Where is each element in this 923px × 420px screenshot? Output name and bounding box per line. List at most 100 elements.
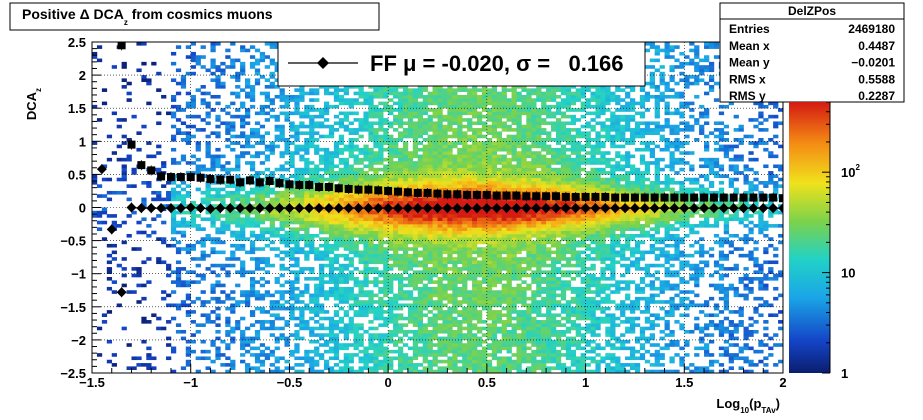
series-square-point xyxy=(779,194,787,202)
stats-row-value: 0.4487 xyxy=(858,39,895,53)
x-tick-label: −0.5 xyxy=(277,375,303,390)
series-square-point xyxy=(483,191,491,199)
series-square-point xyxy=(443,190,451,198)
series-square-point xyxy=(364,186,372,194)
stats-box-name: DelZPos xyxy=(788,4,836,18)
series-square-point xyxy=(562,193,570,201)
series-square-point xyxy=(197,174,205,182)
x-axis-label-main: Log xyxy=(716,396,740,411)
series-square-point xyxy=(256,178,264,186)
series-square-point xyxy=(335,184,343,192)
series-square-point xyxy=(325,183,333,191)
x-tick-label: 1 xyxy=(582,375,589,390)
stats-row-label: RMS y xyxy=(729,89,766,103)
series-square-point xyxy=(374,186,382,194)
stats-row-value: 0.5588 xyxy=(858,72,895,86)
series-square-point xyxy=(226,176,234,184)
y-tick-label: −1 xyxy=(71,267,86,282)
title-box: Positive Δ DCAz from cosmics muons xyxy=(10,3,379,30)
title-rest: from cosmics muons xyxy=(128,6,273,22)
series-square-point xyxy=(473,191,481,199)
series-square-point xyxy=(463,191,471,199)
series-square-point xyxy=(582,193,590,201)
series-square-point xyxy=(266,177,274,185)
y-tick-label: −2 xyxy=(71,333,86,348)
series-square-point xyxy=(591,193,599,201)
series-square-point xyxy=(305,181,313,189)
series-square-point xyxy=(493,192,501,200)
series-square-point xyxy=(157,172,165,180)
series-square-point xyxy=(641,194,649,202)
series-square-point xyxy=(700,194,708,202)
y-axis-label-main: DCA xyxy=(24,91,39,120)
series-square-point xyxy=(355,186,363,194)
series-square-point xyxy=(680,194,688,202)
series-square-point xyxy=(552,192,560,200)
series-square-point xyxy=(512,192,520,200)
series-square-point xyxy=(345,185,353,193)
stats-box: DelZPos Entries 2469180 Mean x 0.4487 Mean y… xyxy=(720,3,904,103)
series-square-point xyxy=(236,178,244,186)
x-tick-label: 2 xyxy=(779,375,786,390)
x-tick-label: 1.5 xyxy=(675,375,693,390)
series-square-point xyxy=(572,193,580,201)
series-square-point xyxy=(404,188,412,196)
series-square-point xyxy=(759,194,767,202)
series-square-point xyxy=(167,173,175,181)
series-square-point xyxy=(532,192,540,200)
stats-row-label: Entries xyxy=(729,22,770,36)
x-axis-label: Log10(pTAv) xyxy=(716,396,780,415)
stats-row-value: 0.2287 xyxy=(858,89,895,103)
y-tick-label: 1 xyxy=(79,134,86,149)
y-tick-label: 0.5 xyxy=(68,167,86,182)
stats-row-label: RMS x xyxy=(729,72,766,86)
y-tick-label: 2 xyxy=(79,68,86,83)
series-square-point xyxy=(137,161,145,169)
color-bar: 1 10 102 xyxy=(789,102,860,381)
y-tick-label: −2.5 xyxy=(60,366,86,381)
series-square-point xyxy=(730,194,738,202)
x-tick-label: 0.5 xyxy=(478,375,496,390)
series-square-point xyxy=(720,194,728,202)
series-square-point xyxy=(177,173,185,181)
series-square-point xyxy=(384,187,392,195)
series-square-point xyxy=(503,192,511,200)
stats-row-label: Mean y xyxy=(729,56,770,70)
x-axis-label-mid: (p xyxy=(749,396,761,411)
series-square-point xyxy=(749,194,757,202)
series-square-point xyxy=(285,180,293,188)
stats-row-label: Mean x xyxy=(729,39,770,53)
series-square-point xyxy=(651,194,659,202)
x-axis-label-end: ) xyxy=(776,396,780,411)
series-square-point xyxy=(118,41,126,49)
y-tick-label: −1.5 xyxy=(60,300,86,315)
series-square-point xyxy=(414,189,422,197)
series-square-point xyxy=(710,194,718,202)
legend: FF μ = -0.020, σ = 0.166 xyxy=(278,42,645,86)
series-square-point xyxy=(295,181,303,189)
series-square-point xyxy=(542,192,550,200)
y-axis-label-subscript: z xyxy=(34,88,43,92)
series-square-point xyxy=(206,175,214,183)
x-tick-label: 0 xyxy=(385,375,392,390)
series-square-point xyxy=(216,176,224,184)
series-square-point xyxy=(187,173,195,181)
y-axis-label: DCAz xyxy=(24,88,43,120)
series-square-point xyxy=(740,194,748,202)
series-square-point xyxy=(394,188,402,196)
color-bar-label: 102 xyxy=(841,163,860,180)
stats-row-value: 2469180 xyxy=(848,22,895,36)
series-square-point xyxy=(631,194,639,202)
series-square-point xyxy=(453,190,461,198)
series-square-point xyxy=(611,194,619,202)
color-bar-gradient xyxy=(789,102,830,373)
color-bar-label: 1 xyxy=(841,366,848,381)
series-square-point xyxy=(690,194,698,202)
stats-row-value: −0.0201 xyxy=(851,56,895,70)
series-square-point xyxy=(434,190,442,198)
series-square-point xyxy=(522,192,530,200)
x-tick-label: −1 xyxy=(183,375,198,390)
title-main: Positive Δ DCA xyxy=(22,6,124,22)
color-bar-label: 10 xyxy=(841,266,855,281)
series-square-point xyxy=(661,194,669,202)
